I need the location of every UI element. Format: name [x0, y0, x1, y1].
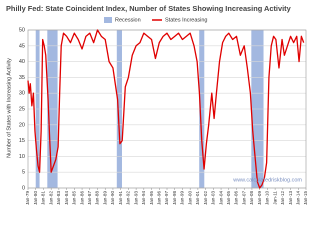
x-tick-label: Jan-83: [56, 191, 61, 205]
x-tick-label: Jan-00: [187, 191, 192, 205]
x-tick-label: Jan-11: [272, 191, 277, 205]
x-tick-label: Jan-12: [280, 191, 285, 205]
x-tick-label: Jan-96: [156, 191, 161, 205]
x-tick-label: Jan-84: [64, 191, 69, 205]
x-tick-label: Jan-86: [79, 191, 84, 205]
x-tick-label: Jan-90: [110, 191, 115, 205]
x-tick-label: Jan-91: [118, 191, 123, 205]
x-tick-label: Jan-99: [180, 191, 185, 205]
x-tick-label: Jan-95: [149, 191, 154, 205]
x-tick-label: Jan-04: [218, 191, 223, 205]
x-tick-label: Jan-92: [126, 191, 131, 205]
legend-label: States Increasing: [165, 17, 208, 23]
x-tick-label: Jan-98: [172, 191, 177, 205]
chart: Philly Fed: State Coincident Index, Numb…: [6, 3, 309, 206]
x-tick-label: Jan-14: [295, 191, 300, 205]
x-tick-label: Jan-94: [141, 191, 146, 205]
x-tick-label: Jan-10: [265, 191, 270, 205]
x-tick-label: Jan-87: [87, 191, 92, 205]
y-axis-label: Number of States with Increasing Activit…: [6, 58, 12, 158]
x-tick-label: Jan-07: [241, 191, 246, 205]
y-tick-label: 30: [19, 91, 25, 97]
y-tick-label: 45: [19, 43, 25, 49]
y-tick-label: 10: [19, 154, 25, 160]
x-tick-label: Jan-15: [303, 191, 308, 205]
x-tick-label: Jan-03: [211, 191, 216, 205]
x-tick-label: Jan-05: [226, 191, 231, 205]
y-tick-label: 35: [19, 75, 25, 81]
x-tick-label: Jan-85: [72, 191, 77, 205]
x-tick-label: Jan-93: [133, 191, 138, 205]
legend-swatch: [104, 17, 112, 23]
x-tick-label: Jan-80: [33, 191, 38, 205]
x-tick-label: Jan-82: [48, 191, 53, 205]
x-tick-label: Jan-97: [164, 191, 169, 205]
x-tick-label: Jan-81: [41, 191, 46, 205]
y-tick-label: 0: [22, 185, 25, 191]
x-tick-label: Jan-01: [195, 191, 200, 205]
x-tick-label: Jan-06: [234, 191, 239, 205]
plot-border: [27, 29, 307, 189]
y-tick-label: 25: [19, 106, 25, 112]
watermark: www.calculatedriskblog.com: [232, 177, 302, 183]
x-tick-label: Jan-79: [25, 191, 30, 205]
y-tick-label: 50: [19, 27, 25, 33]
y-tick-label: 40: [19, 59, 25, 65]
x-tick-label: Jan-89: [102, 191, 107, 205]
x-tick-label: Jan-02: [203, 191, 208, 205]
y-tick-label: 15: [19, 138, 25, 144]
x-tick-label: Jan-88: [95, 191, 100, 205]
x-tick-label: Jan-08: [249, 191, 254, 205]
legend-label: Recession: [115, 17, 141, 23]
y-tick-label: 20: [19, 122, 25, 128]
chart-title: Philly Fed: State Coincident Index, Numb…: [6, 4, 292, 13]
y-tick-label: 5: [22, 170, 25, 176]
x-tick-label: Jan-13: [288, 191, 293, 205]
series-line: [27, 29, 305, 189]
x-tick-label: Jan-09: [257, 191, 262, 205]
